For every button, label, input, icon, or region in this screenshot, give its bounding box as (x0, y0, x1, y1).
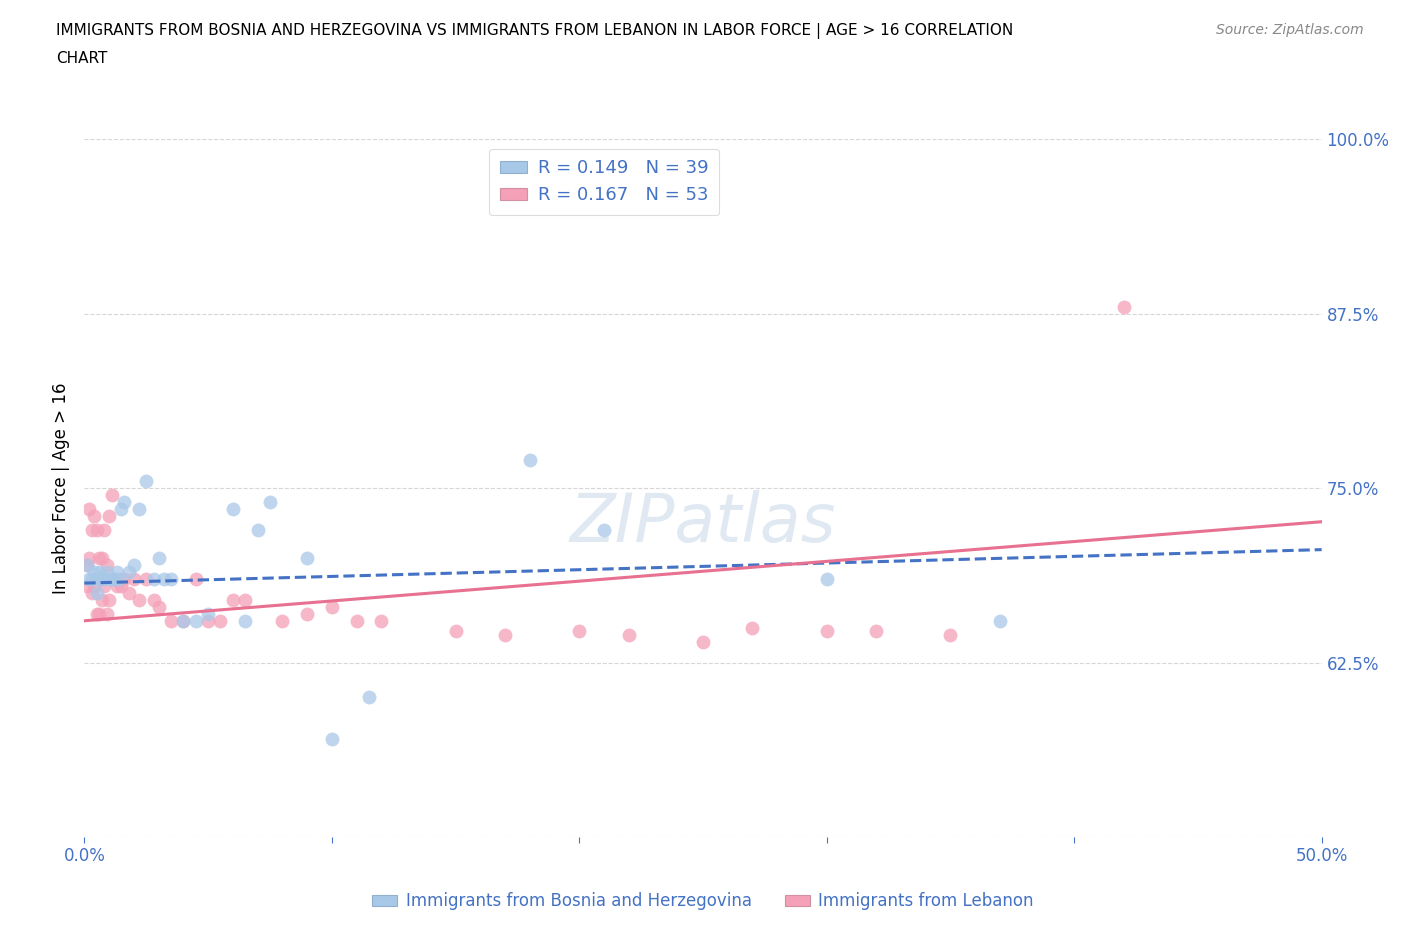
Point (79, 571, 101, 586)
Point (357, 690, 380, 705)
Point (108, 571, 131, 586)
Point (105, 565, 128, 579)
Point (112, 571, 135, 586)
Point (80, 571, 103, 586)
Point (96, 565, 118, 579)
Point (197, 606, 219, 621)
Point (271, 614, 294, 629)
Point (741, 620, 763, 635)
Point (222, 592, 245, 607)
Point (83, 509, 105, 524)
Point (118, 565, 141, 579)
Point (1112, 299, 1135, 314)
Point (128, 592, 150, 607)
Point (148, 551, 170, 565)
Point (233, 592, 256, 607)
Point (93, 571, 115, 586)
Point (815, 623, 838, 638)
Point (295, 551, 318, 565)
Point (142, 571, 165, 586)
Point (259, 495, 281, 510)
Point (209, 614, 232, 629)
Point (93, 523, 115, 538)
Point (222, 502, 245, 517)
Point (321, 732, 343, 747)
Point (100, 571, 122, 586)
Point (160, 571, 183, 586)
Point (494, 627, 516, 642)
Text: ZIPatlas: ZIPatlas (569, 490, 837, 556)
Point (939, 627, 962, 642)
Point (90, 571, 112, 586)
Point (370, 614, 392, 629)
Point (83, 565, 105, 579)
Point (148, 600, 170, 615)
Point (692, 634, 714, 649)
Point (86, 523, 108, 538)
Point (142, 592, 165, 607)
Point (86, 571, 108, 586)
Point (246, 523, 269, 538)
Point (98, 571, 121, 586)
Point (98, 509, 121, 524)
Point (112, 495, 135, 510)
Point (105, 578, 128, 593)
Point (118, 586, 141, 601)
Point (593, 523, 616, 538)
Point (83, 578, 105, 593)
Point (110, 502, 132, 517)
Point (122, 558, 145, 573)
Point (80, 523, 103, 538)
Text: CHART: CHART (56, 51, 108, 66)
Text: Source: ZipAtlas.com: Source: ZipAtlas.com (1216, 23, 1364, 37)
Point (135, 571, 157, 586)
Point (76, 558, 98, 573)
Point (90, 592, 112, 607)
Point (103, 571, 125, 586)
Point (519, 453, 541, 468)
Point (89, 606, 111, 621)
Point (80, 586, 103, 601)
Point (865, 623, 887, 638)
Point (89, 565, 111, 579)
Text: IMMIGRANTS FROM BOSNIA AND HERZEGOVINA VS IMMIGRANTS FROM LEBANON IN LABOR FORCE: IMMIGRANTS FROM BOSNIA AND HERZEGOVINA V… (56, 23, 1014, 39)
Point (96, 606, 118, 621)
Point (184, 614, 207, 629)
Point (110, 578, 132, 593)
Point (135, 474, 157, 489)
Point (90, 551, 112, 565)
Point (172, 614, 194, 629)
Point (815, 571, 838, 586)
Point (321, 600, 343, 615)
Point (89, 551, 111, 565)
Point (98, 592, 121, 607)
Point (197, 614, 219, 629)
Point (79, 502, 101, 517)
Legend: Immigrants from Bosnia and Herzegovina, Immigrants from Lebanon: Immigrants from Bosnia and Herzegovina, … (366, 885, 1040, 917)
Y-axis label: In Labor Force | Age > 16: In Labor Force | Age > 16 (52, 382, 70, 594)
Point (295, 606, 318, 621)
Point (76, 558, 98, 573)
Point (103, 571, 125, 586)
Point (93, 578, 115, 593)
Point (152, 571, 174, 586)
Point (172, 614, 194, 629)
Point (100, 488, 122, 503)
Point (988, 614, 1011, 629)
Point (122, 571, 145, 586)
Point (86, 586, 108, 601)
Point (86, 606, 108, 621)
Point (617, 627, 640, 642)
Point (233, 614, 256, 629)
Point (76, 578, 98, 593)
Point (96, 558, 118, 573)
Point (346, 614, 368, 629)
Point (568, 623, 591, 638)
Point (128, 502, 150, 517)
Point (160, 614, 183, 629)
Point (444, 623, 467, 638)
Point (184, 571, 207, 586)
Legend: R = 0.149   N = 39, R = 0.167   N = 53: R = 0.149 N = 39, R = 0.167 N = 53 (489, 149, 718, 215)
Point (79, 551, 101, 565)
